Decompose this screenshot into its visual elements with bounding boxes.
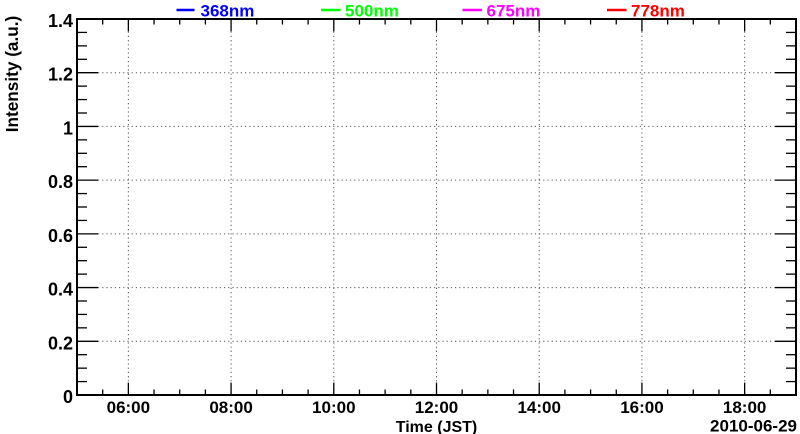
- svg-text:1.2: 1.2: [48, 65, 73, 85]
- svg-text:1: 1: [63, 118, 73, 138]
- svg-text:675nm: 675nm: [487, 2, 541, 21]
- svg-text:0: 0: [63, 387, 73, 407]
- svg-text:2010-06-29: 2010-06-29: [710, 417, 797, 434]
- svg-text:778nm: 778nm: [631, 2, 685, 21]
- svg-text:18:00: 18:00: [723, 398, 766, 417]
- svg-text:0.4: 0.4: [48, 280, 73, 300]
- svg-text:368nm: 368nm: [201, 2, 255, 21]
- svg-text:12:00: 12:00: [415, 398, 458, 417]
- svg-text:10:00: 10:00: [312, 398, 355, 417]
- svg-text:14:00: 14:00: [517, 398, 560, 417]
- svg-text:0.6: 0.6: [48, 226, 73, 246]
- svg-text:500nm: 500nm: [345, 2, 399, 21]
- svg-text:Intensity (a.u.): Intensity (a.u.): [2, 16, 22, 133]
- svg-text:16:00: 16:00: [620, 398, 663, 417]
- svg-text:06:00: 06:00: [107, 398, 150, 417]
- svg-text:08:00: 08:00: [209, 398, 252, 417]
- svg-text:1.4: 1.4: [48, 11, 73, 31]
- svg-text:0.2: 0.2: [48, 333, 73, 353]
- svg-text:0.8: 0.8: [48, 172, 73, 192]
- svg-text:Time (JST): Time (JST): [396, 419, 478, 434]
